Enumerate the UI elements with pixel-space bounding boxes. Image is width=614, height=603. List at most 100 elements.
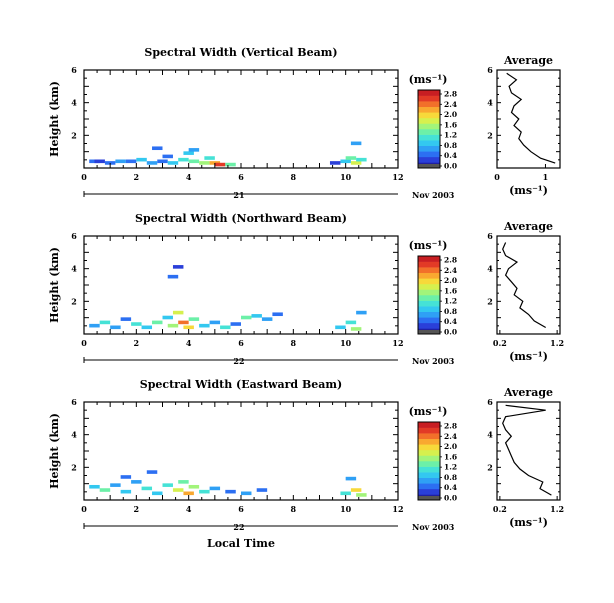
colorbar-segment — [418, 488, 440, 495]
heatmap-cell — [89, 484, 100, 489]
heatmap-cell — [199, 323, 210, 328]
heatmap-cell — [345, 476, 357, 481]
colorbar-unit: (ms⁻¹) — [409, 405, 448, 418]
colorbar-segment — [418, 90, 440, 96]
heatmap-cell — [183, 491, 194, 496]
colorbar-min-segment — [418, 164, 440, 168]
heatmap-cell — [256, 488, 268, 492]
x-tick-label: 0 — [81, 338, 87, 348]
colorbar-segment — [418, 433, 440, 440]
x-tick-label: 2 — [134, 338, 140, 348]
x-tick-label: 8 — [291, 504, 297, 514]
heatmap-cell — [178, 157, 189, 162]
heatmap-cell — [183, 151, 194, 155]
heatmap-cell — [104, 161, 116, 165]
colorbar-tick-label: 0.4 — [444, 151, 457, 160]
colorbar-segment — [418, 427, 440, 434]
heatmap-cell — [251, 314, 262, 318]
colorbar-tick-label: 0.8 — [444, 141, 457, 150]
colorbar-tick-label: 0.0 — [444, 162, 457, 171]
average-x-label: (ms⁻¹) — [509, 516, 548, 529]
colorbar-segment — [418, 129, 440, 135]
x-tick-label: 4 — [186, 172, 192, 182]
colorbar-tick-label: 2.0 — [444, 276, 457, 285]
colorbar-segment — [418, 477, 440, 484]
average-x-tick-label: 0 — [494, 172, 500, 182]
heatmap-cell — [340, 159, 351, 164]
y-tick-label: 2 — [71, 130, 77, 140]
colorbar-segment — [418, 101, 440, 108]
month-label: Nov 2003 — [412, 522, 455, 532]
colorbar-tick-label: 1.2 — [444, 297, 457, 306]
heatmap-cell — [152, 146, 163, 151]
y-tick-label: 6 — [71, 231, 77, 241]
heatmap-cell — [99, 320, 111, 325]
day-label: 21 — [233, 190, 244, 200]
colorbar-frame — [417, 421, 441, 501]
colorbar-segment — [418, 261, 440, 268]
heatmap-cell — [146, 161, 158, 165]
average-x-tick-label: 0.2 — [493, 504, 507, 514]
colorbar-segment — [418, 449, 440, 456]
y-tick-label: 4 — [71, 264, 77, 274]
average-y-tick-label: 4 — [487, 430, 493, 440]
heatmap-cell — [329, 161, 341, 165]
heatmap-cell — [115, 159, 126, 164]
average-y-tick-label: 2 — [487, 130, 493, 140]
colorbar-segment — [418, 112, 440, 119]
heatmap-cell — [345, 320, 357, 325]
colorbar-tick-label: 2.8 — [444, 422, 457, 431]
heatmap-cell — [178, 480, 189, 484]
heatmap-cell — [152, 491, 163, 496]
heatmap-cell — [356, 310, 367, 315]
y-axis-label: Height (km) — [48, 81, 61, 157]
panel-title: Spectral Width (Vertical Beam) — [144, 46, 337, 59]
heatmap-cell — [167, 161, 179, 165]
average-title: Average — [503, 220, 553, 233]
x-tick-label: 12 — [392, 338, 403, 348]
heatmap-cell — [167, 274, 179, 279]
heatmap-cell — [141, 325, 153, 330]
colorbar-unit: (ms⁻¹) — [409, 73, 448, 86]
colorbar-segment — [418, 117, 440, 124]
colorbar-segment — [418, 483, 440, 490]
colorbar-tick-label: 1.2 — [444, 131, 457, 140]
colorbar-segment — [418, 455, 440, 462]
average-profile-line — [506, 72, 556, 164]
colorbar-segment — [418, 289, 440, 296]
heatmap-cell — [136, 157, 147, 162]
colorbar-segment — [418, 317, 440, 324]
average-panel: Average 2 4 6 0.2 1.2(ms⁻¹) — [487, 220, 564, 363]
heatmap-cell — [172, 488, 184, 492]
heatmap-cell — [241, 491, 252, 496]
heatmap-cell — [356, 493, 367, 497]
heatmap-cell — [131, 322, 142, 326]
heatmap-cell — [110, 483, 121, 487]
heatmap-cell — [172, 265, 184, 269]
colorbar-segment — [418, 272, 440, 279]
colorbar-tick-label: 2.4 — [444, 266, 457, 275]
heatmap-cell — [99, 488, 111, 492]
average-y-tick-label: 2 — [487, 462, 493, 472]
y-tick-label: 4 — [71, 430, 77, 440]
heatmap-cell — [110, 325, 121, 330]
colorbar-tick-label: 0.8 — [444, 307, 457, 316]
x-tick-label: 0 — [81, 172, 87, 182]
panel-2: Spectral Width (Northward Beam) 0 2 4 6 8 10 12… — [48, 212, 564, 366]
heatmap-cell — [141, 486, 153, 491]
colorbar-tick-label: 0.8 — [444, 473, 457, 482]
heatmap-cell — [94, 159, 105, 164]
colorbar-segment — [418, 295, 440, 301]
heatmap-cell — [225, 162, 236, 167]
heatmap-cell — [204, 156, 215, 160]
x-tick-label: 0 — [81, 504, 87, 514]
average-y-tick-label: 6 — [487, 65, 493, 75]
colorbar-tick-label: 1.6 — [444, 452, 457, 461]
x-tick-label: 6 — [238, 172, 244, 182]
average-y-tick-label: 6 — [487, 231, 493, 241]
colorbar-segment — [418, 466, 440, 473]
average-x-tick-label: 0.2 — [493, 338, 507, 348]
colorbar-segment — [418, 106, 440, 113]
colorbar-segment — [418, 472, 440, 479]
